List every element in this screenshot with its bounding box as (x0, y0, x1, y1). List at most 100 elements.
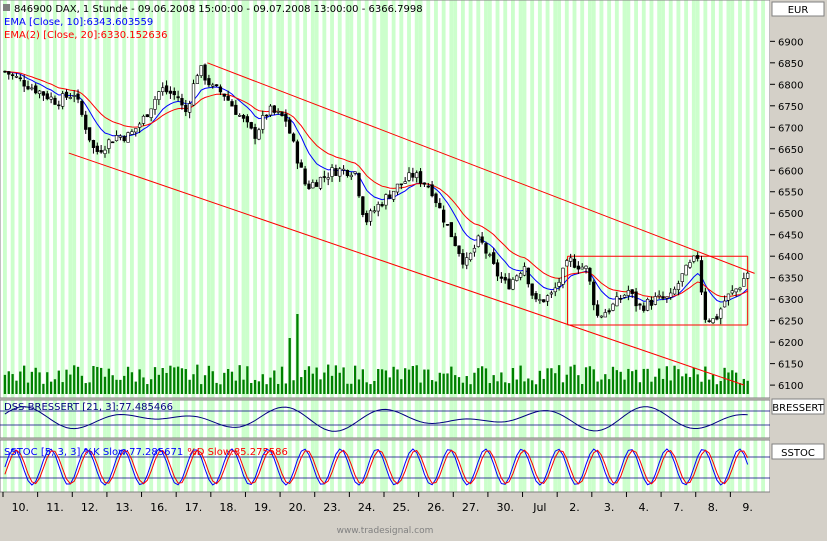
volume-bar (61, 382, 64, 394)
hour-stripe (434, 400, 438, 438)
x-tick-label: 12. (81, 501, 99, 514)
candle-body (268, 105, 273, 116)
volume-bar (658, 368, 661, 394)
candle-body (307, 183, 311, 189)
x-tick-label: 13. (115, 501, 133, 514)
x-tick-label: 25. (393, 501, 411, 514)
candle-body (276, 111, 280, 113)
candle-body (380, 204, 384, 207)
volume-bar (646, 368, 649, 394)
candle-body (130, 131, 134, 135)
hour-stripe (487, 440, 492, 492)
hour-stripe (106, 400, 111, 438)
hour-stripe (191, 440, 196, 492)
volume-bar (565, 374, 568, 394)
hour-stripe (276, 400, 281, 438)
volume-bar (634, 369, 638, 394)
volume-bar (88, 382, 91, 394)
volume-bar (369, 384, 372, 394)
volume-bar (742, 378, 745, 394)
volume-bar (627, 368, 630, 394)
hour-stripe (322, 0, 327, 398)
hour-stripe (137, 440, 142, 492)
candle-body (122, 136, 126, 142)
volume-bar (384, 370, 388, 394)
candle-body (734, 288, 738, 293)
candle-body (661, 296, 665, 299)
hour-stripe (141, 440, 146, 492)
volume-bar (234, 380, 237, 394)
hour-stripe (172, 0, 177, 398)
hour-stripe (557, 440, 562, 492)
hour-stripe (95, 440, 100, 492)
candle-body (542, 299, 546, 303)
candle-body (407, 172, 411, 181)
candle-body (626, 290, 631, 296)
hour-stripe (537, 440, 542, 492)
candle-body (157, 91, 161, 100)
candle-body (676, 283, 681, 290)
volume-bar (65, 369, 68, 394)
ema20-legend[interactable]: EMA(2) [Close, 20]:6330.152636 (4, 30, 167, 41)
symbol-marker (3, 4, 10, 11)
volume-bar (230, 371, 234, 394)
dss-legend[interactable]: DSS-BRESSERT [21, 3]:77.485466 (4, 402, 173, 413)
hour-stripe (330, 400, 334, 438)
volume-bar (419, 382, 422, 394)
hour-stripe (391, 400, 396, 438)
candle-body (14, 76, 19, 78)
volume-bar (454, 375, 457, 394)
candle-body (64, 91, 69, 98)
volume-bar (607, 379, 611, 394)
ema10-legend[interactable]: EMA [Close, 10]:6343.603559 (4, 17, 153, 28)
candle-body (103, 149, 107, 154)
candle-body (511, 279, 515, 290)
hour-stripe (122, 440, 127, 492)
sstoc-legend[interactable]: SSTOC [5, 3, 3] %K Slow:77.285671 %D Slow… (4, 447, 288, 458)
hour-stripe (172, 400, 177, 438)
sstoc-k-line (4, 448, 749, 486)
candle-body (653, 296, 657, 305)
hour-stripe (141, 400, 146, 438)
y-tick-label: 6700 (778, 123, 803, 134)
hour-stripe (530, 400, 535, 438)
hour-stripe (199, 440, 204, 492)
candle-body (461, 253, 465, 265)
candle-body (707, 320, 711, 322)
volume-bar (350, 383, 353, 394)
volume-bar (400, 379, 403, 394)
candle-body (180, 98, 184, 106)
candle-body (696, 255, 700, 259)
hour-stripe (599, 400, 604, 438)
candle-body (153, 99, 157, 110)
candle-body (580, 266, 584, 270)
candle-body (149, 108, 153, 118)
hour-stripe (591, 400, 596, 438)
volume-bar (665, 366, 669, 394)
hour-stripe (572, 440, 577, 492)
volume-bar (557, 365, 561, 394)
candle-body (18, 77, 22, 80)
hour-stripe (495, 0, 500, 398)
candle-body (365, 213, 369, 223)
hour-stripe (276, 440, 281, 492)
candle-body (391, 190, 396, 200)
hour-stripe (607, 440, 612, 492)
candle-body (642, 305, 646, 311)
candle-body (311, 182, 315, 189)
hour-stripe (156, 0, 161, 398)
y-tick-label: 6400 (778, 252, 803, 263)
hour-stripe (18, 0, 23, 398)
hour-stripe (557, 400, 562, 438)
hour-stripe (641, 400, 646, 438)
hour-stripe (453, 400, 458, 438)
hour-stripe (745, 400, 750, 438)
hour-stripe (314, 400, 319, 438)
volume-bar (196, 364, 199, 394)
hour-stripe (122, 400, 127, 438)
candle-body (738, 287, 742, 290)
hour-stripe (641, 0, 646, 398)
volume-bar (434, 381, 438, 394)
candle-body (592, 281, 596, 306)
hour-stripe (695, 400, 700, 438)
